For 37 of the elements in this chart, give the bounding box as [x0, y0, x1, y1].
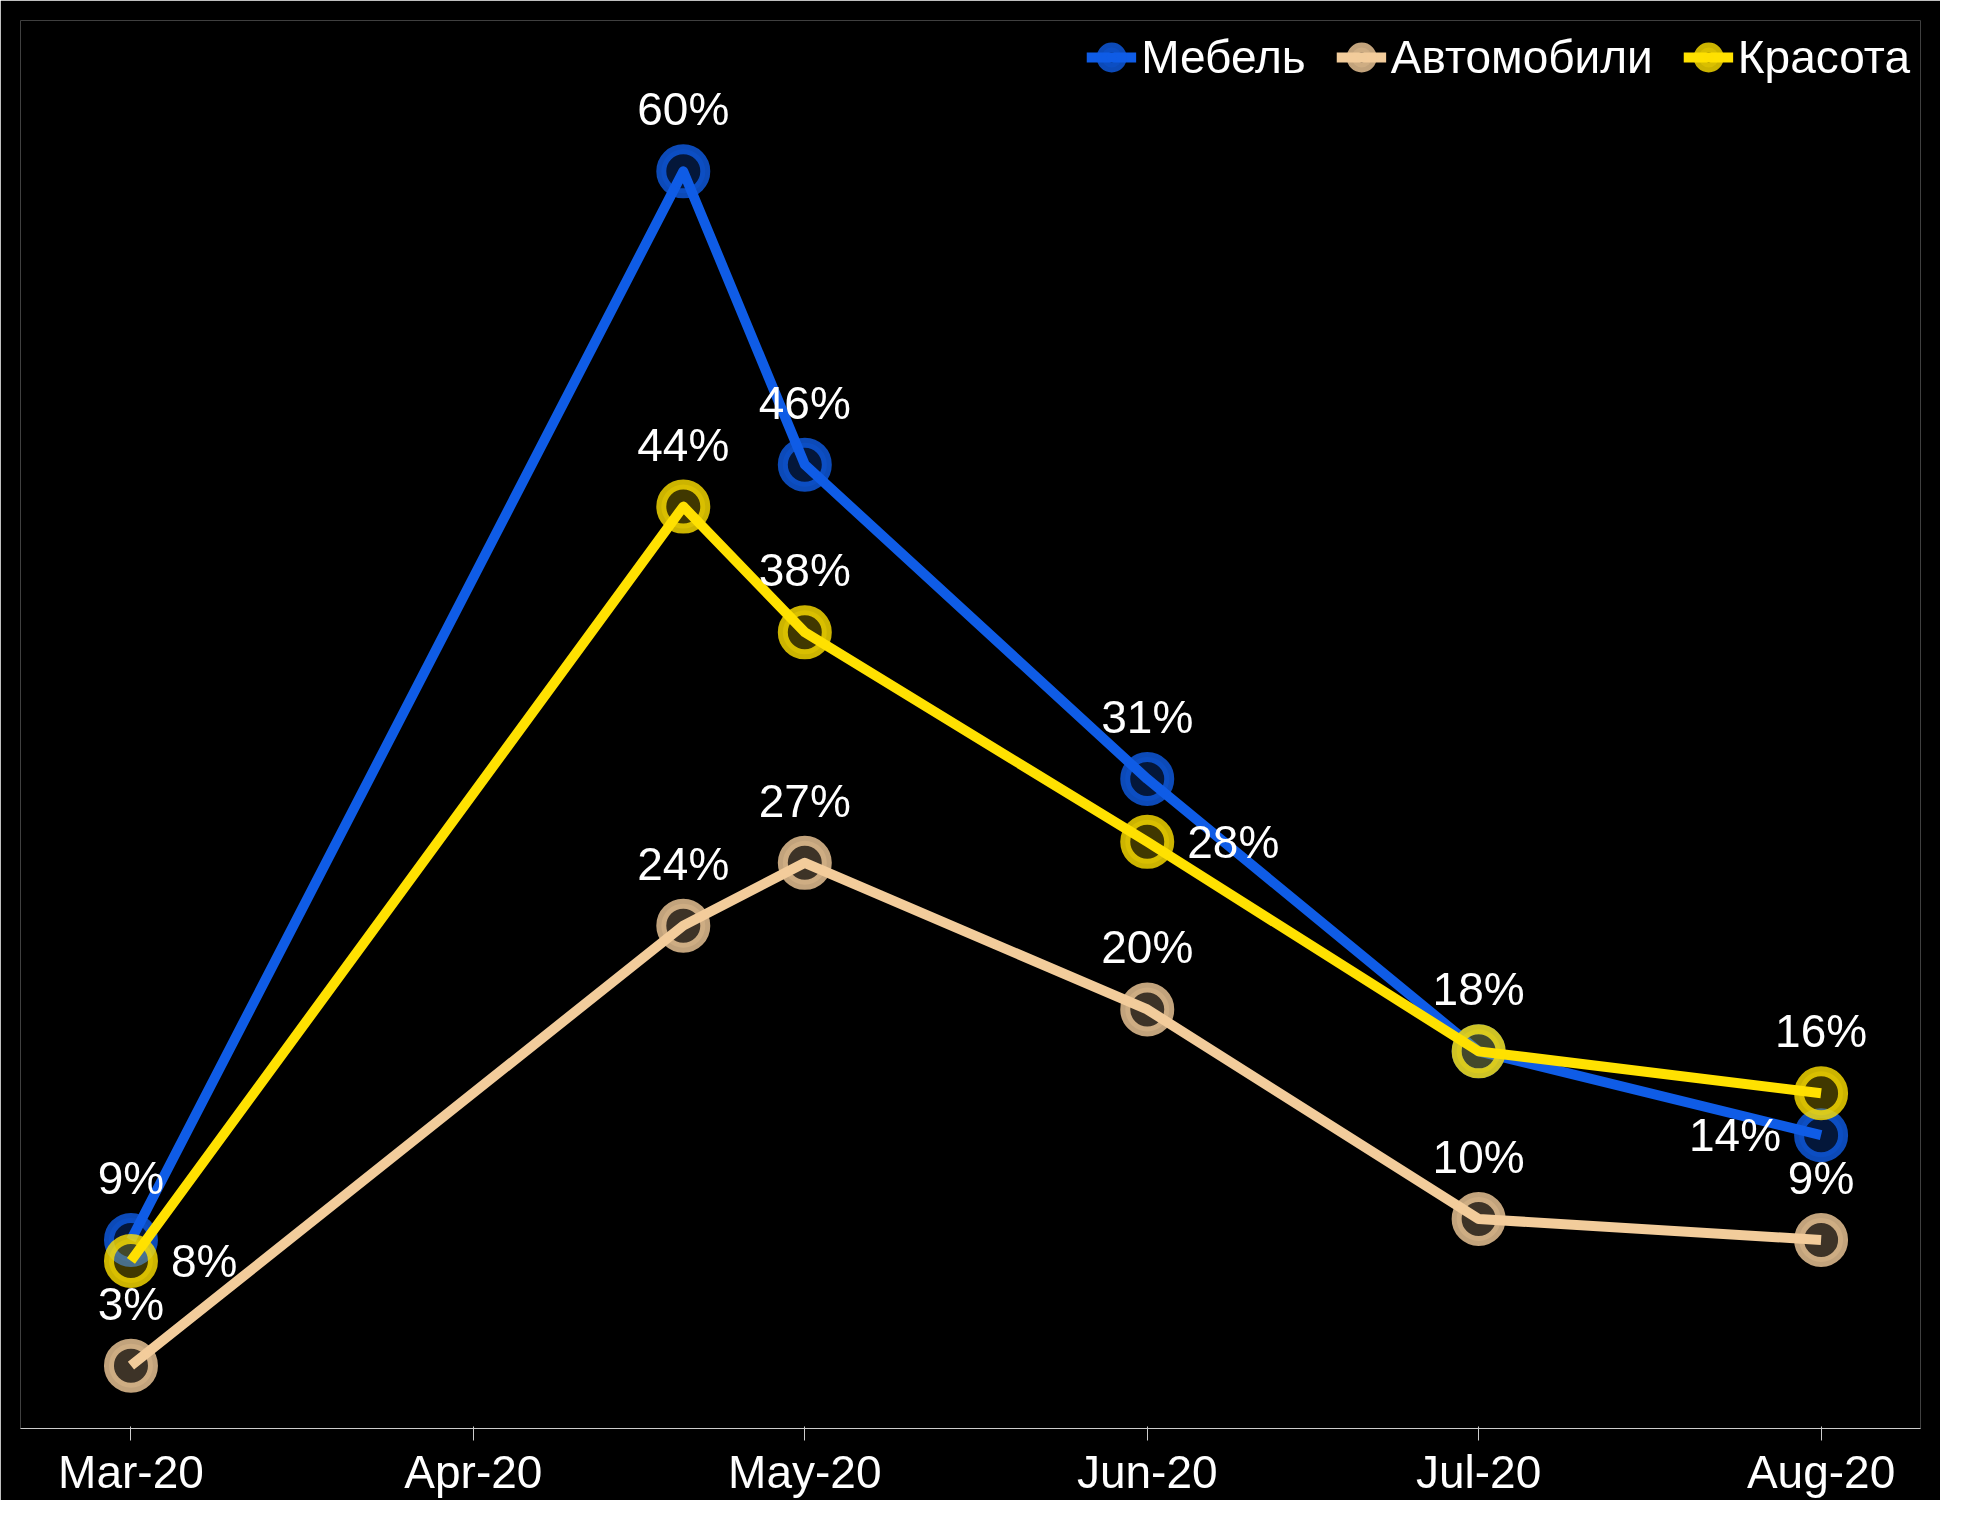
- data-label: 18%: [1432, 963, 1525, 1016]
- x-tick-label: Aug-20: [1746, 1445, 1896, 1498]
- data-label: 14%: [1689, 1109, 1782, 1162]
- point: [1451, 1192, 1506, 1246]
- point: [656, 479, 711, 534]
- legend-label: Мебель: [1141, 30, 1306, 84]
- point: [777, 437, 832, 492]
- data-label: 20%: [1101, 921, 1194, 974]
- data-label: 9%: [1787, 1151, 1855, 1204]
- point: [103, 1338, 158, 1393]
- point: [1120, 814, 1175, 869]
- point: [1794, 1066, 1849, 1121]
- data-label: 10%: [1432, 1130, 1525, 1183]
- data-label: 38%: [758, 544, 851, 597]
- x-tick-label: Jun-20: [1076, 1445, 1218, 1498]
- data-label: 44%: [637, 418, 730, 471]
- data-label: 27%: [758, 774, 851, 827]
- point: [656, 898, 711, 953]
- point: [1794, 1212, 1849, 1267]
- legend-label: Автомобили: [1390, 30, 1653, 84]
- legend-label: Красота: [1737, 30, 1910, 84]
- data-label: 8%: [170, 1234, 238, 1287]
- x-tick-label: Mar-20: [58, 1445, 204, 1498]
- x-tick-label: May-20: [728, 1445, 882, 1498]
- data-label: 60%: [637, 83, 730, 136]
- point: [1120, 752, 1175, 806]
- point: [103, 1233, 158, 1288]
- data-label: 31%: [1101, 690, 1194, 743]
- x-tick-label: Apr-20: [404, 1445, 543, 1498]
- data-label: 16%: [1775, 1005, 1868, 1058]
- point: [1120, 982, 1175, 1037]
- point: [777, 605, 832, 660]
- point: [656, 144, 711, 199]
- x-tick-label: Jul-20: [1416, 1445, 1542, 1498]
- data-label: 24%: [637, 837, 730, 890]
- data-label: 3%: [97, 1277, 165, 1330]
- point: [777, 835, 832, 890]
